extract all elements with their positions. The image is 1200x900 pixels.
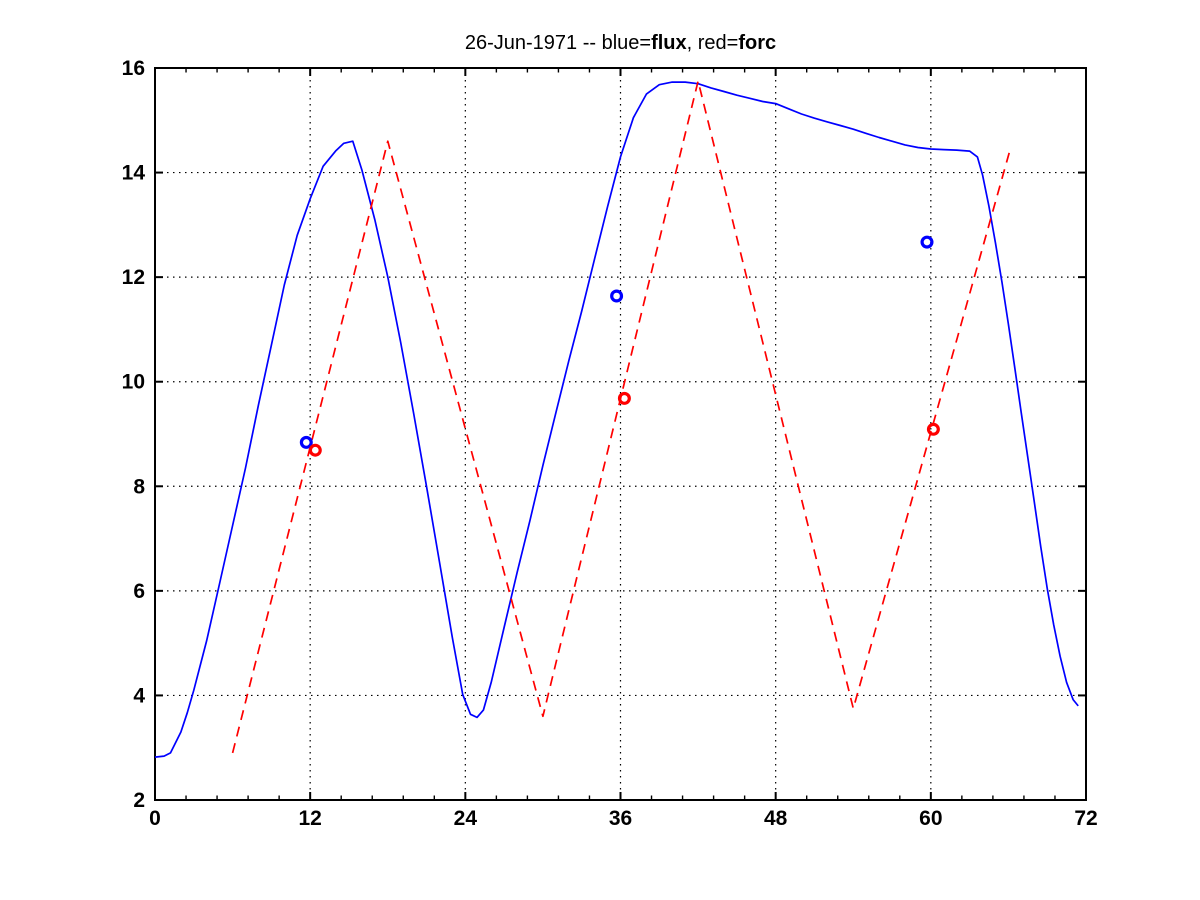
x-tick-label: 36 bbox=[609, 807, 632, 830]
x-tick-label: 24 bbox=[454, 807, 478, 830]
title-forc-label: forc bbox=[738, 32, 777, 54]
forc-line bbox=[231, 80, 1012, 754]
forc-obs-marker bbox=[308, 443, 322, 457]
y-tick-label: 16 bbox=[122, 57, 145, 80]
x-tick-label: 72 bbox=[1074, 807, 1097, 830]
y-tick-label: 14 bbox=[122, 162, 146, 185]
x-tick-label: 48 bbox=[764, 807, 788, 830]
flux-obs-marker bbox=[299, 435, 313, 449]
flux-obs-marker bbox=[920, 235, 934, 249]
flux-obs-marker bbox=[610, 289, 624, 303]
y-tick-label: 4 bbox=[133, 684, 145, 707]
y-tick-label: 6 bbox=[133, 580, 145, 603]
x-tick-label: 60 bbox=[919, 807, 942, 830]
title-separator: , red= bbox=[686, 32, 739, 54]
title-prefix: 26-Jun-1971 -- blue= bbox=[464, 32, 652, 54]
title-flux-label: flux bbox=[651, 32, 687, 54]
x-tick-label: 12 bbox=[298, 807, 321, 830]
y-tick-label: 2 bbox=[133, 789, 145, 812]
y-tick-label: 8 bbox=[133, 475, 145, 498]
plot-border bbox=[154, 67, 1087, 801]
forc-obs-marker bbox=[926, 422, 940, 436]
x-tick-label: 0 bbox=[149, 807, 161, 830]
y-tick-label: 10 bbox=[122, 371, 145, 394]
y-tick-label: 12 bbox=[122, 266, 145, 289]
chart-title: 26-Jun-1971 -- blue=flux, red=forc bbox=[155, 32, 1086, 55]
forc-obs-marker bbox=[617, 391, 631, 405]
flux-line bbox=[154, 81, 1079, 758]
